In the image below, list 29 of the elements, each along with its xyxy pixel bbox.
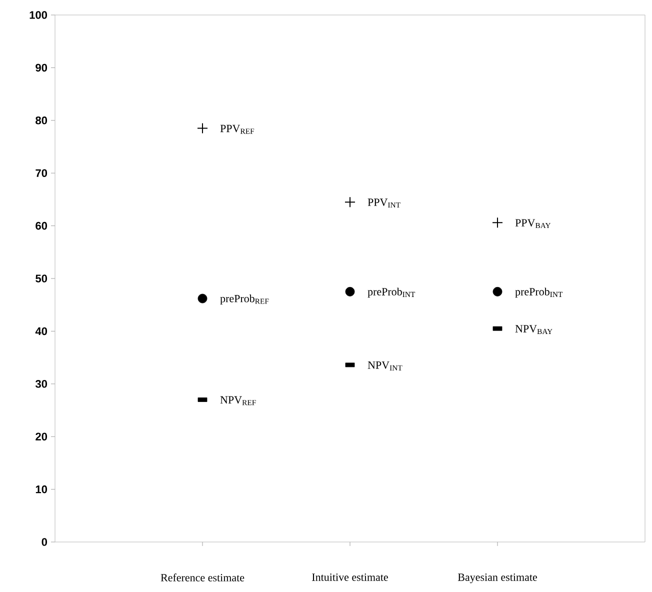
y-tick-label: 30 <box>35 380 48 388</box>
x-tick-label: Bayesian estimate <box>458 574 537 584</box>
annotation: PPV$_{INT}$ <box>368 198 400 208</box>
x-tick-label: Intuitive estimate <box>312 574 388 581</box>
point <box>492 286 502 296</box>
annotation: preProb$_{INT}$ <box>515 288 563 298</box>
annotation: NPV$_{BAY}$ <box>515 325 552 334</box>
point <box>198 294 208 304</box>
y-tick-label: 10 <box>36 485 48 494</box>
y-tick-label: 90 <box>36 64 48 72</box>
annotation: PPV$_{BAY}$ <box>515 219 551 228</box>
point <box>344 196 356 208</box>
y-tick-label: 40 <box>35 327 48 336</box>
point <box>345 286 355 296</box>
annotation: NPV$_{REF}$ <box>220 396 256 406</box>
y-tick-label: 80 <box>36 116 48 124</box>
y-tick-label: 0 <box>42 538 48 546</box>
point <box>197 122 208 134</box>
y-tick-label: 60 <box>36 222 48 230</box>
annotation: PPV$_{REF}$ <box>220 124 254 134</box>
y-tick-label: 70 <box>36 169 48 177</box>
y-tick-label: 20 <box>36 432 48 440</box>
y-tick-label: 50 <box>36 274 48 282</box>
y-tick-label: 100 <box>30 11 48 19</box>
point <box>492 217 504 228</box>
annotation: NPV$_{INT}$ <box>368 362 402 370</box>
x-tick-label: Reference estimate <box>160 574 244 582</box>
annotation: preProb$_{INT}$ <box>368 288 416 298</box>
annotation: preProb$_{REF}$ <box>220 294 269 305</box>
